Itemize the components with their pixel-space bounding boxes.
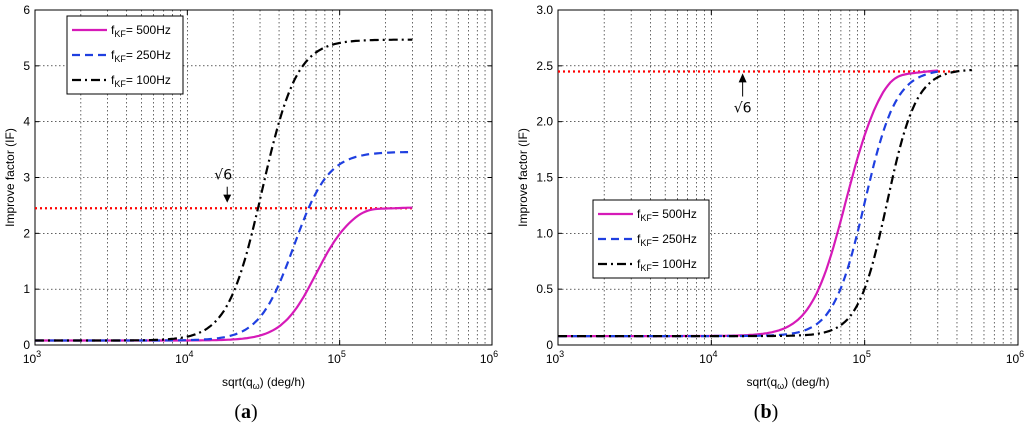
series-line-3	[35, 38, 413, 342]
y-tick-label: 3.0	[536, 3, 553, 17]
x-tick-label: 106	[1006, 349, 1024, 366]
y-tick-label: 3	[23, 171, 30, 185]
annotation-arrowhead	[738, 73, 747, 83]
series-line-2	[35, 150, 413, 342]
legend-entry-2: fKF= 250Hz	[637, 232, 697, 248]
y-tick-label: 1	[23, 282, 30, 296]
x-tick-label: 106	[480, 349, 498, 366]
x-tick-label: 105	[852, 349, 870, 366]
x-tick-label: 103	[23, 349, 41, 366]
y-tick-label: 6	[23, 3, 30, 17]
annotation-arrowhead	[223, 194, 232, 203]
x-axis-label: sqrt(qω) (deg/h)	[746, 375, 829, 391]
sqrt6-annotation: √6	[214, 168, 232, 184]
y-tick-label: 0	[546, 338, 553, 352]
legend-entry-3: fKF= 100Hz	[111, 73, 171, 89]
axes-frame	[34, 9, 493, 346]
series-line-2	[558, 70, 938, 338]
chart-panel-2: 0 0.5 1.0 1.5 2.0 2.5 3.0 103 104 105 106 √6 fKF= 50…	[516, 3, 1024, 423]
legend-entry-2: fKF= 250Hz	[111, 48, 171, 64]
legend-entry-1: fKF= 500Hz	[111, 23, 171, 39]
legend-entry-1: fKF= 500Hz	[637, 207, 697, 223]
y-tick-label: 2.5	[536, 59, 553, 73]
y-tick-label: 1.0	[536, 226, 553, 240]
axes-frame	[557, 9, 1019, 346]
panel-label: (a)	[234, 401, 257, 423]
y-tick-label: 2.0	[536, 115, 553, 129]
y-tick-label: 2	[23, 226, 30, 240]
y-tick-label: 0	[23, 338, 30, 352]
y-tick-label: 1.5	[536, 171, 553, 185]
y-tick-label: 5	[23, 59, 30, 73]
sqrt6-annotation: √6	[734, 101, 752, 117]
y-tick-label: 0.5	[536, 282, 553, 296]
x-tick-label: 104	[699, 349, 717, 366]
y-axis-label: Improve factor (IF)	[516, 128, 530, 227]
legend-entry-3: fKF= 100Hz	[637, 257, 697, 273]
x-tick-label: 105	[327, 349, 345, 366]
legend: fKF= 500Hz fKF= 250Hz fKF= 100Hz	[592, 199, 710, 279]
y-tick-label: 4	[23, 115, 30, 129]
legend: fKF= 500Hz fKF= 250Hz fKF= 100Hz	[66, 15, 184, 95]
y-axis-label: Improve factor (IF)	[3, 128, 17, 227]
x-tick-label: 103	[546, 349, 564, 366]
chart-panel-1: 0 1 2 3 4 5 6 103 104 105 106 √6 fKF= 500Hz fKF= 250H…	[3, 3, 498, 423]
x-tick-label: 104	[175, 349, 193, 366]
panel-label: (b)	[754, 401, 778, 423]
x-axis-label: sqrt(qω) (deg/h)	[222, 375, 305, 391]
